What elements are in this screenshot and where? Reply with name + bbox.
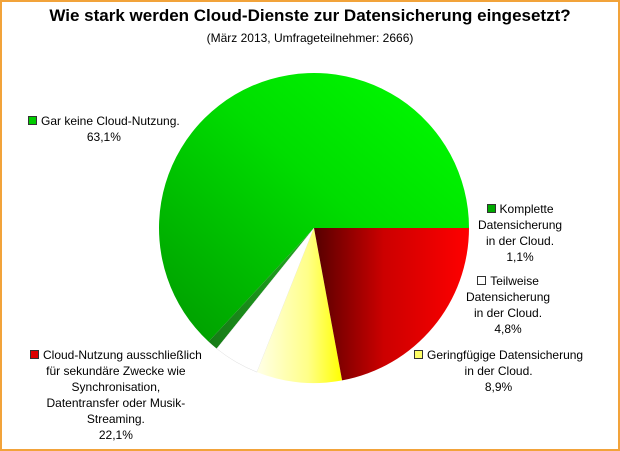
legend-swatch-keine-cloud xyxy=(28,116,37,125)
label-sekundaer-l4: Datentransfer oder Musik- xyxy=(46,396,186,410)
label-geringfuegig-l1: Geringfügige Datensicherung xyxy=(427,348,584,362)
label-geringfuegig: Geringfügige Datensicherung in der Cloud… xyxy=(414,347,583,395)
label-sekundaer: Cloud-Nutzung ausschließlich für sekundä… xyxy=(30,347,202,443)
chart-title: Wie stark werden Cloud-Dienste zur Daten… xyxy=(49,6,571,25)
label-geringfuegig-value: 8,9% xyxy=(484,380,513,394)
label-sekundaer-l3: Synchronisation, xyxy=(71,380,161,394)
label-keine-cloud-value: 63,1% xyxy=(86,130,121,144)
label-teilweise-value: 4,8% xyxy=(494,322,522,336)
label-komplett: Komplette Datensicherung in der Cloud. 1… xyxy=(478,201,562,265)
pie-slice-sekundaer xyxy=(314,228,469,381)
label-komplett-l1: Komplette xyxy=(499,202,554,216)
label-sekundaer-l1: Cloud-Nutzung ausschließlich xyxy=(43,348,202,362)
label-teilweise-l2: Datensicherung xyxy=(466,290,551,304)
label-komplett-value: 1,1% xyxy=(506,250,534,264)
pie-slice-komplett xyxy=(208,228,314,349)
label-teilweise: Teilweise Datensicherung in der Cloud. 4… xyxy=(466,273,550,337)
label-sekundaer-l5: Streaming. xyxy=(86,412,145,426)
label-keine-cloud-name: Gar keine Cloud-Nutzung. xyxy=(41,114,180,128)
pie-slice-teilweise xyxy=(216,227,315,373)
label-geringfuegig-l2: in der Cloud. xyxy=(464,364,533,378)
legend-swatch-komplett xyxy=(486,204,496,213)
legend-swatch-teilweise xyxy=(477,276,487,285)
legend-swatch-sekundaer xyxy=(30,350,39,359)
label-teilweise-l1: Teilweise xyxy=(490,274,539,288)
pie-slice-keine-cloud xyxy=(159,72,469,342)
label-komplett-l2: Datensicherung xyxy=(478,218,563,232)
label-keine-cloud: Gar keine Cloud-Nutzung. 63,1% xyxy=(28,113,180,145)
chart-subtitle: (März 2013, Umfrageteilnehmer: 2666) xyxy=(206,31,414,45)
label-sekundaer-l2: für sekundäre Zwecke wie xyxy=(46,364,186,378)
legend-swatch-geringfuegig xyxy=(414,350,423,359)
label-sekundaer-value: 22,1% xyxy=(98,428,133,442)
label-komplett-l3: in der Cloud. xyxy=(486,234,555,248)
pie-slice-geringfuegig xyxy=(256,228,343,383)
label-teilweise-l3: in der Cloud. xyxy=(474,306,543,320)
